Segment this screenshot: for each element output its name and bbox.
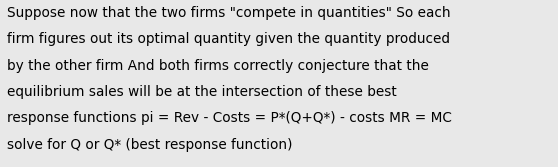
Text: equilibrium sales will be at the intersection of these best: equilibrium sales will be at the interse… — [7, 85, 397, 99]
Text: solve for Q or Q* (best response function): solve for Q or Q* (best response functio… — [7, 138, 293, 152]
Text: Suppose now that the two firms "compete in quantities" So each: Suppose now that the two firms "compete … — [7, 6, 451, 20]
Text: response functions pi = Rev - Costs = P*(Q+Q*) - costs MR = MC: response functions pi = Rev - Costs = P*… — [7, 111, 452, 125]
Text: by the other firm And both firms correctly conjecture that the: by the other firm And both firms correct… — [7, 59, 429, 73]
Text: firm figures out its optimal quantity given the quantity produced: firm figures out its optimal quantity gi… — [7, 32, 450, 46]
